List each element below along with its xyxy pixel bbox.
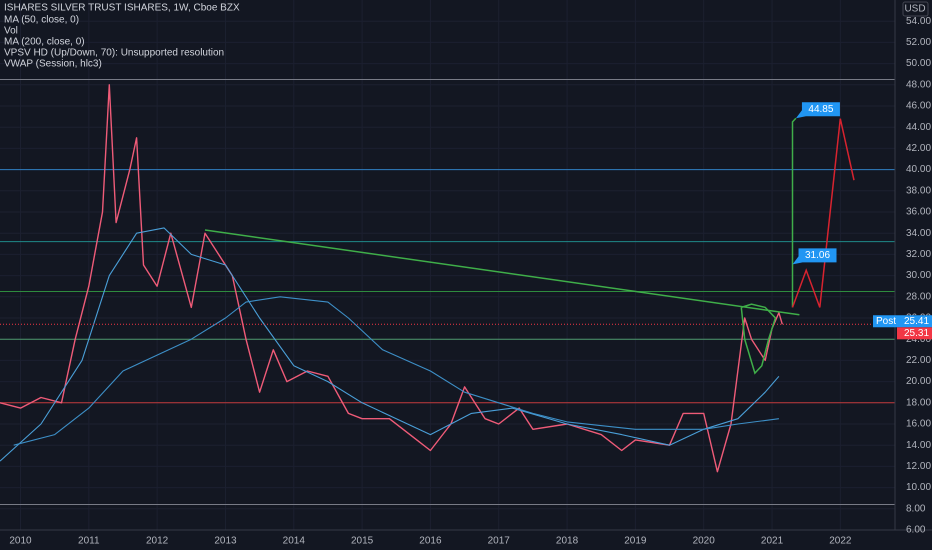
y-tick-label: 54.00 — [906, 16, 931, 27]
y-tick-label: 52.00 — [906, 37, 931, 48]
price-tag-value: 25.31 — [904, 328, 929, 339]
drawing — [740, 303, 777, 375]
x-tick-label: 2016 — [419, 536, 442, 547]
price-tag — [873, 315, 932, 328]
callout-label: 31.06 — [805, 250, 830, 261]
indicator: MA (200, close, 0) — [4, 37, 85, 48]
price-axis — [895, 0, 932, 550]
x-tick-label: 2014 — [283, 536, 306, 547]
series-line — [0, 227, 780, 462]
series-line — [13, 296, 779, 446]
y-tick-label: 44.00 — [906, 122, 931, 133]
price-tag-name: Post — [876, 316, 896, 327]
x-tick-label: 2017 — [488, 536, 511, 547]
y-tick-label: 32.00 — [906, 249, 931, 260]
drawing — [791, 118, 855, 308]
x-tick-label: 2015 — [351, 536, 374, 547]
series-line — [0, 84, 783, 473]
x-tick-label: 2019 — [624, 536, 647, 547]
y-tick-label: 38.00 — [906, 185, 931, 196]
time-axis — [0, 530, 932, 550]
drawing — [791, 117, 797, 308]
y-tick-label: 24.00 — [906, 334, 931, 345]
price-tag-value: 25.41 — [904, 316, 929, 327]
y-tick-label: 10.00 — [906, 482, 931, 493]
currency[interactable]: USD — [904, 4, 925, 15]
x-tick-label: 2013 — [214, 536, 237, 547]
x-tick-label: 2012 — [146, 536, 169, 547]
y-tick-label: 18.00 — [906, 397, 931, 408]
indicator: MA (50, close, 0) — [4, 15, 79, 26]
x-tick-label: 2022 — [829, 536, 852, 547]
axes: 6.00 8.00 10.00 12.00 14.00 16.00 18.00 20.00 22… — [9, 16, 932, 547]
y-tick-label: 42.00 — [906, 143, 931, 154]
callout-label: 44.85 — [808, 104, 833, 115]
chart-title: ISHARES SILVER TRUST ISHARES, 1W, Cboe B… — [4, 3, 240, 14]
x-tick-label: 2010 — [9, 536, 32, 547]
x-tick-label: 2020 — [693, 536, 716, 547]
callout-box — [795, 102, 840, 119]
y-tick-label: 6.00 — [906, 525, 926, 536]
y-tick-label: 30.00 — [906, 270, 931, 281]
y-tick-label: 40.00 — [906, 164, 931, 175]
y-tick-label: 20.00 — [906, 376, 931, 387]
y-tick-label: 16.00 — [906, 419, 931, 430]
y-tick-label: 36.00 — [906, 207, 931, 218]
y-tick-label: 34.00 — [906, 228, 931, 239]
y-tick-label: 50.00 — [906, 58, 931, 69]
y-tick-label: 46.00 — [906, 101, 931, 112]
plot: 44.85 31.06 — [0, 79, 895, 506]
x-tick-label: 2021 — [761, 536, 784, 547]
y-tick-label: 12.00 — [906, 461, 931, 472]
x-tick-label: 2018 — [556, 536, 579, 547]
price-tag — [897, 327, 932, 340]
y-tick-label: 22.00 — [906, 355, 931, 366]
indicator: VPSV HD (Up/Down, 70): Unsupported resol… — [4, 48, 224, 59]
y-tick-label: 14.00 — [906, 440, 931, 451]
y-tick-label: 8.00 — [906, 503, 926, 514]
y-tick-label: 48.00 — [906, 79, 931, 90]
indicator: Vol — [4, 26, 18, 37]
drawing — [204, 229, 800, 316]
x-tick-label: 2011 — [78, 536, 100, 547]
callout-box — [792, 248, 837, 265]
y-tick-label: 28.00 — [906, 291, 931, 302]
indicator: VWAP (Session, hlc3) — [4, 59, 102, 70]
currency-box[interactable] — [902, 1, 929, 17]
legend: ISHARES SILVER TRUST ISHARES, 1W, Cboe B… — [4, 3, 240, 70]
